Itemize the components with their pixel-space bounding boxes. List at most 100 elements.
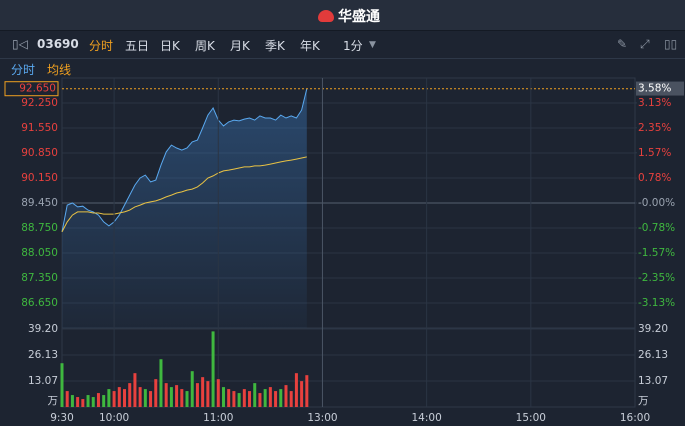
logo: 华盛通: [318, 6, 380, 26]
subtab[interactable]: 分时: [11, 63, 36, 77]
volume-bar: [102, 395, 106, 407]
volume-bar: [263, 389, 267, 407]
volume-bar: [232, 391, 236, 407]
x-tick-label: 10:00: [99, 412, 129, 424]
logo-text: 华盛通: [338, 9, 380, 25]
x-tick-label: 11:00: [203, 412, 233, 424]
volume-bar: [274, 391, 278, 407]
panel-border: [61, 328, 636, 408]
y-tick-label: 91.550: [21, 122, 58, 134]
volume-bar: [305, 375, 309, 407]
volume-bar: [300, 381, 304, 407]
volume-bar: [96, 393, 100, 407]
subtab[interactable]: 均线: [47, 63, 72, 77]
volume-bar: [206, 381, 210, 407]
volume-bar: [284, 385, 288, 407]
average-line: [61, 156, 307, 233]
volume-bar: [289, 391, 293, 407]
y-tick-label: 90.150: [21, 172, 58, 184]
tab[interactable]: 五日: [125, 39, 150, 53]
volume-bar: [294, 373, 298, 407]
y-tick-label: 88.050: [21, 247, 58, 259]
volume-bar: [211, 331, 215, 407]
stock-code: 03690: [37, 37, 79, 51]
tab[interactable]: 周K: [195, 39, 215, 53]
draw-icon[interactable]: ✎: [617, 37, 628, 51]
volume-bar: [258, 393, 262, 407]
last-change-box: [636, 81, 684, 96]
volume-bar: [107, 389, 111, 407]
volume-bar: [81, 399, 85, 407]
volume-bar: [154, 379, 158, 407]
volume-bar: [248, 391, 252, 407]
volume-bar: [180, 389, 184, 407]
volume-bar: [91, 397, 95, 407]
y-tick-label: 13.07: [28, 375, 58, 387]
expand-icon[interactable]: ⤢: [640, 37, 650, 51]
volume-bar: [60, 363, 64, 407]
collapse-icon[interactable]: ▯◁: [12, 37, 28, 51]
y2-tick-label: -0.00%: [638, 197, 675, 209]
volume-bar: [195, 383, 199, 407]
y2-tick-label: 3.13%: [638, 97, 671, 109]
x-tick-label: 13:00: [307, 412, 337, 424]
tab[interactable]: 日K: [160, 39, 180, 53]
y-tick-label: 92.250: [21, 97, 58, 109]
volume-bar: [253, 383, 257, 407]
tab[interactable]: 月K: [230, 39, 250, 53]
y-tick-label: 26.13: [28, 349, 58, 361]
volume-bar: [159, 359, 163, 407]
y-tick-label: 87.350: [21, 272, 58, 284]
volume-bar: [112, 391, 116, 407]
y2-tick-label: -0.78%: [638, 222, 675, 234]
y-tick-label: 39.20: [28, 323, 58, 335]
last-change-label: 3.58%: [638, 83, 671, 95]
y-tick-label: 88.750: [21, 222, 58, 234]
settings-icon[interactable]: ▯▯: [664, 37, 678, 51]
volume-bar: [164, 383, 168, 407]
unit-label: 万: [48, 395, 59, 407]
y-tick-label: 90.850: [21, 147, 58, 159]
y2-tick-label: -1.57%: [638, 247, 675, 259]
volume-bar: [221, 387, 225, 407]
volume-bar: [65, 391, 69, 407]
volume-bar: [86, 395, 90, 407]
volume-bar: [169, 387, 173, 407]
volume-bar: [70, 395, 74, 407]
volume-bar: [227, 389, 231, 407]
x-tick-label: 14:00: [412, 412, 442, 424]
y2-tick-label: 26.13: [638, 349, 668, 361]
volume-bar: [128, 383, 132, 407]
interval-select[interactable]: 1分: [343, 39, 363, 53]
volume-bar: [143, 389, 147, 407]
y2-tick-label: 0.78%: [638, 172, 671, 184]
volume-bar: [185, 391, 189, 407]
volume-bar: [201, 377, 205, 407]
tab[interactable]: 分时: [89, 39, 114, 53]
volume-bar: [76, 397, 80, 407]
last-price-label: 92.650: [19, 83, 56, 95]
volume-bar: [133, 373, 137, 407]
y2-tick-label: 13.07: [638, 375, 668, 387]
price-area: [62, 88, 307, 328]
volume-bar: [175, 385, 179, 407]
tab[interactable]: 季K: [265, 39, 285, 53]
price-line: [61, 88, 308, 232]
y-tick-label: 89.450: [21, 197, 58, 209]
subtabs: 分时 均线: [0, 59, 685, 78]
toolbar: ▯◁ 03690 分时 五日 日K 周K 月K 季K 年K 1分 ▼ ✎ ⤢ ▯…: [0, 31, 685, 59]
tab[interactable]: 年K: [300, 39, 320, 53]
volume-bar: [117, 387, 121, 407]
y-tick-label: 86.650: [21, 297, 58, 309]
volume-bar: [242, 389, 246, 407]
volume-bar: [237, 393, 241, 407]
y2-tick-label: -2.35%: [638, 272, 675, 284]
dropdown-arrow[interactable]: ▼: [369, 40, 376, 50]
volume-bar: [216, 379, 220, 407]
last-price-box: [4, 81, 59, 97]
y2-tick-label: 1.57%: [638, 147, 671, 159]
y2-tick-label: 2.35%: [638, 122, 671, 134]
x-tick-label: 16:00: [620, 412, 650, 424]
